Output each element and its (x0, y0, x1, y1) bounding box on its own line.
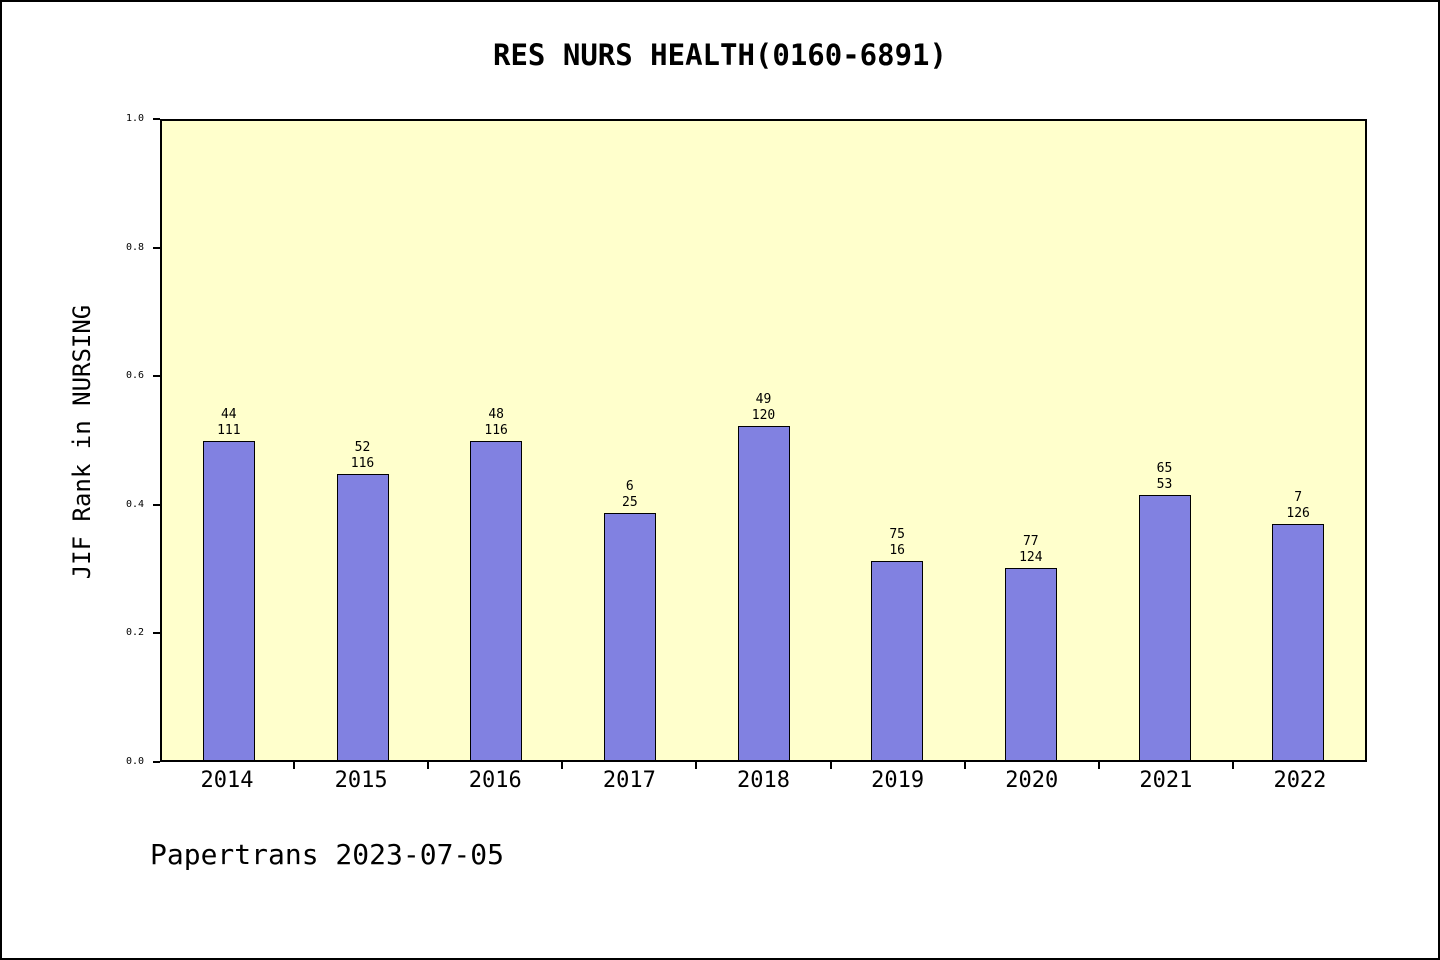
watermark-text: Papertrans 2023-07-05 (150, 838, 505, 871)
x-tick-label: 2014 (200, 768, 254, 793)
x-tick-mark (427, 762, 430, 769)
bar-2015 (336, 474, 389, 760)
y-tick-mark (153, 375, 160, 378)
y-tick-label: 1.0 (125, 113, 144, 124)
bar-2014 (202, 440, 255, 760)
bar-value-label: 75 16 (889, 527, 905, 559)
bar-value-label: 65 53 (1156, 460, 1173, 492)
bar-2018 (737, 425, 790, 760)
bar-value-label: 48 116 (484, 406, 508, 438)
y-tick-mark (153, 632, 160, 635)
bar-value-label: 44 111 (217, 406, 241, 438)
x-axis-ticks: 2014 2015 2016 2017 2018 2019 2020 2021 2022 (160, 762, 1367, 806)
y-tick-label: 0.0 (125, 756, 144, 767)
y-tick-label: 0.6 (125, 370, 144, 382)
x-tick-mark (829, 762, 832, 769)
bar-group-2016: 48 116 (470, 121, 523, 760)
bar-value-label: 77 124 (1019, 534, 1043, 566)
bar-2022 (1272, 523, 1325, 760)
x-tick-label: 2020 (1005, 768, 1059, 793)
bar-group-2014: 44 111 (202, 121, 255, 760)
y-tick-mark (153, 761, 160, 763)
x-tick-label: 2019 (871, 768, 925, 793)
bar-group-2019: 75 16 (871, 121, 924, 760)
chart-title: RES NURS HEALTH(0160-6891) (493, 38, 947, 72)
bar-group-2018: 49 120 (737, 121, 790, 760)
bar-2021 (1138, 494, 1191, 760)
plot-area: 44 111 52 116 48 116 6 25 49 120 75 16 77 124 65 53 7 126 (160, 119, 1367, 762)
y-axis-ticks: 0.0 0.2 0.4 0.6 0.8 1.0 (2, 114, 160, 767)
x-tick-mark (963, 762, 966, 769)
bar-group-2015: 52 116 (336, 121, 389, 760)
y-tick-mark (153, 118, 160, 120)
y-tick-mark (153, 503, 160, 506)
x-tick-mark (1231, 762, 1234, 769)
x-tick-mark (1097, 762, 1100, 769)
x-tick-label: 2021 (1139, 768, 1193, 793)
x-tick-label: 2016 (468, 768, 522, 793)
bar-value-label: 49 120 (751, 391, 776, 423)
bar-value-label: 52 116 (350, 440, 375, 472)
bar-2020 (1004, 568, 1057, 760)
x-tick-label: 2017 (602, 768, 656, 793)
bar-group-2022: 7 126 (1272, 121, 1325, 760)
y-tick-label: 0.2 (125, 627, 144, 639)
bar-value-label: 7 126 (1286, 489, 1310, 521)
bar-group-2017: 6 25 (603, 121, 656, 760)
y-tick-label: 0.8 (125, 241, 144, 253)
y-tick-mark (153, 246, 160, 249)
x-tick-label: 2018 (737, 768, 790, 793)
bar-2017 (603, 512, 656, 760)
bar-2019 (871, 561, 924, 760)
x-tick-label: 2022 (1273, 768, 1327, 793)
x-tick-mark (695, 762, 698, 769)
x-tick-mark (561, 762, 564, 769)
bar-group-2020: 77 124 (1004, 121, 1057, 760)
x-tick-mark (293, 762, 296, 769)
y-tick-label: 0.4 (125, 498, 144, 510)
bar-2016 (470, 440, 523, 760)
bar-value-label: 6 25 (622, 478, 638, 510)
x-tick-label: 2015 (334, 768, 388, 793)
bar-group-2021: 65 53 (1138, 121, 1191, 760)
